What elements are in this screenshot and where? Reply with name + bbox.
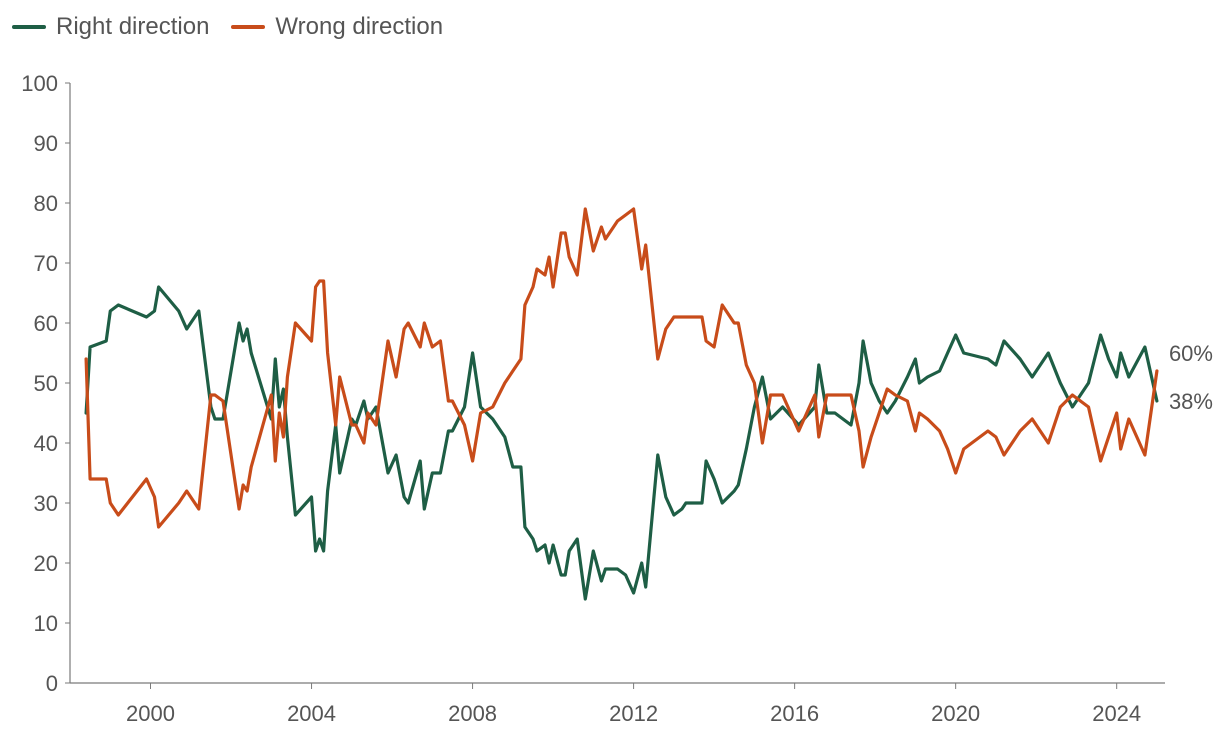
x-tick-label-2000: 2000 bbox=[126, 701, 175, 726]
legend-item-0: Right direction bbox=[12, 13, 209, 41]
y-tick-label-100: 100 bbox=[21, 71, 58, 96]
y-tick-label-0: 0 bbox=[46, 671, 58, 696]
y-tick-label-30: 30 bbox=[34, 491, 58, 516]
y-tick-label-60: 60 bbox=[34, 311, 58, 336]
y-tick-label-90: 90 bbox=[34, 131, 58, 156]
y-tick-label-10: 10 bbox=[34, 611, 58, 636]
x-tick-label-2004: 2004 bbox=[287, 701, 336, 726]
x-axis-ticks: 2000 2004 2008 2012 2016 2020 2024 bbox=[126, 683, 1141, 726]
axes bbox=[69, 83, 1165, 684]
x-tick-label-2012: 2012 bbox=[609, 701, 658, 726]
y-tick-label-80: 80 bbox=[34, 191, 58, 216]
end-labels: 38% 60% bbox=[1169, 341, 1213, 414]
series-layer bbox=[84, 207, 1159, 601]
series-line-1 bbox=[84, 207, 1159, 529]
x-tick-label-2016: 2016 bbox=[770, 701, 819, 726]
legend-swatch-1 bbox=[231, 25, 266, 29]
legend: Right direction Wrong direction bbox=[12, 10, 443, 44]
y-tick-label-70: 70 bbox=[34, 251, 58, 276]
series-line-0 bbox=[84, 285, 1159, 601]
legend-label-1: Wrong direction bbox=[275, 13, 444, 40]
legend-label-0: Right direction bbox=[56, 13, 210, 40]
y-tick-label-50: 50 bbox=[34, 371, 58, 396]
end-label-0: 38% bbox=[1169, 389, 1213, 414]
legend-item-1: Wrong direction bbox=[231, 13, 443, 41]
y-tick-label-40: 40 bbox=[34, 431, 58, 456]
x-tick-label-2020: 2020 bbox=[931, 701, 980, 726]
x-tick-label-2008: 2008 bbox=[448, 701, 497, 726]
x-tick-label-2024: 2024 bbox=[1092, 701, 1141, 726]
legend-swatch-0 bbox=[12, 25, 46, 29]
y-axis-ticks: 0 10 20 30 40 50 60 70 80 90 100 bbox=[21, 71, 70, 696]
end-label-1: 60% bbox=[1169, 341, 1213, 366]
y-tick-label-20: 20 bbox=[34, 551, 58, 576]
